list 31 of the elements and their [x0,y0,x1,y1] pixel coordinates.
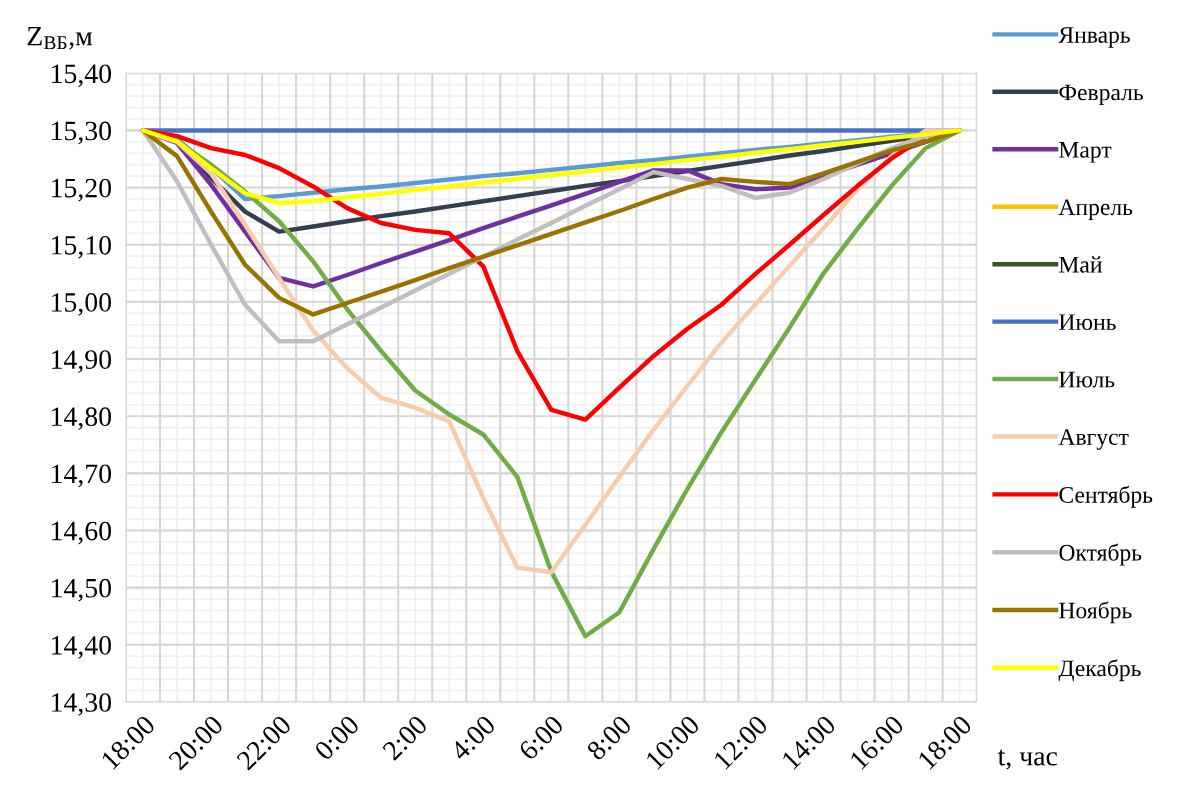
y-tick-label: 15,30 [52,121,112,145]
legend-label: Март [1059,142,1112,163]
legend-label: Сентябрь [1059,485,1153,508]
x-tick-label: 0:00 [313,714,361,762]
y-tick-label: 14,40 [52,635,112,659]
y-tick-label: 15,20 [52,178,112,202]
x-tick-label: 6:00 [517,714,565,762]
y-axis-title: Z$_{ВБ}$,м [27,27,93,50]
y-tick-label: 15,40 [52,64,112,88]
y-tick-label: 15,00 [52,293,112,316]
legend-label: Июнь [1059,314,1116,331]
legend-label: Октябрь [1059,543,1142,566]
legend-label: Ноябрь [1059,601,1132,624]
x-tick-label: 8:00 [585,714,633,762]
y-tick-label: 14,50 [52,578,112,602]
y-tick-label: 14,60 [52,521,112,545]
legend-label: Декабрь [1058,659,1141,682]
x-axis-title: t, час [997,749,1057,770]
x-tick-label: 4:00 [449,714,497,762]
y-tick-label: 15,10 [52,235,112,259]
x-tick-label: 2:00 [381,714,429,762]
legend-label: Апрель [1058,199,1133,221]
y-tick-label: 14,80 [52,407,112,431]
legend-label: Май [1059,256,1102,273]
legend-label: Август [1058,429,1129,450]
y-tick-label: 14,30 [52,693,112,716]
legend-label: Июль [1059,371,1115,388]
y-tick-label: 14,90 [52,350,112,373]
legend-label: Февраль [1059,84,1143,106]
y-tick-label: 14,70 [52,464,112,488]
legend-label: Январь [1058,27,1130,48]
